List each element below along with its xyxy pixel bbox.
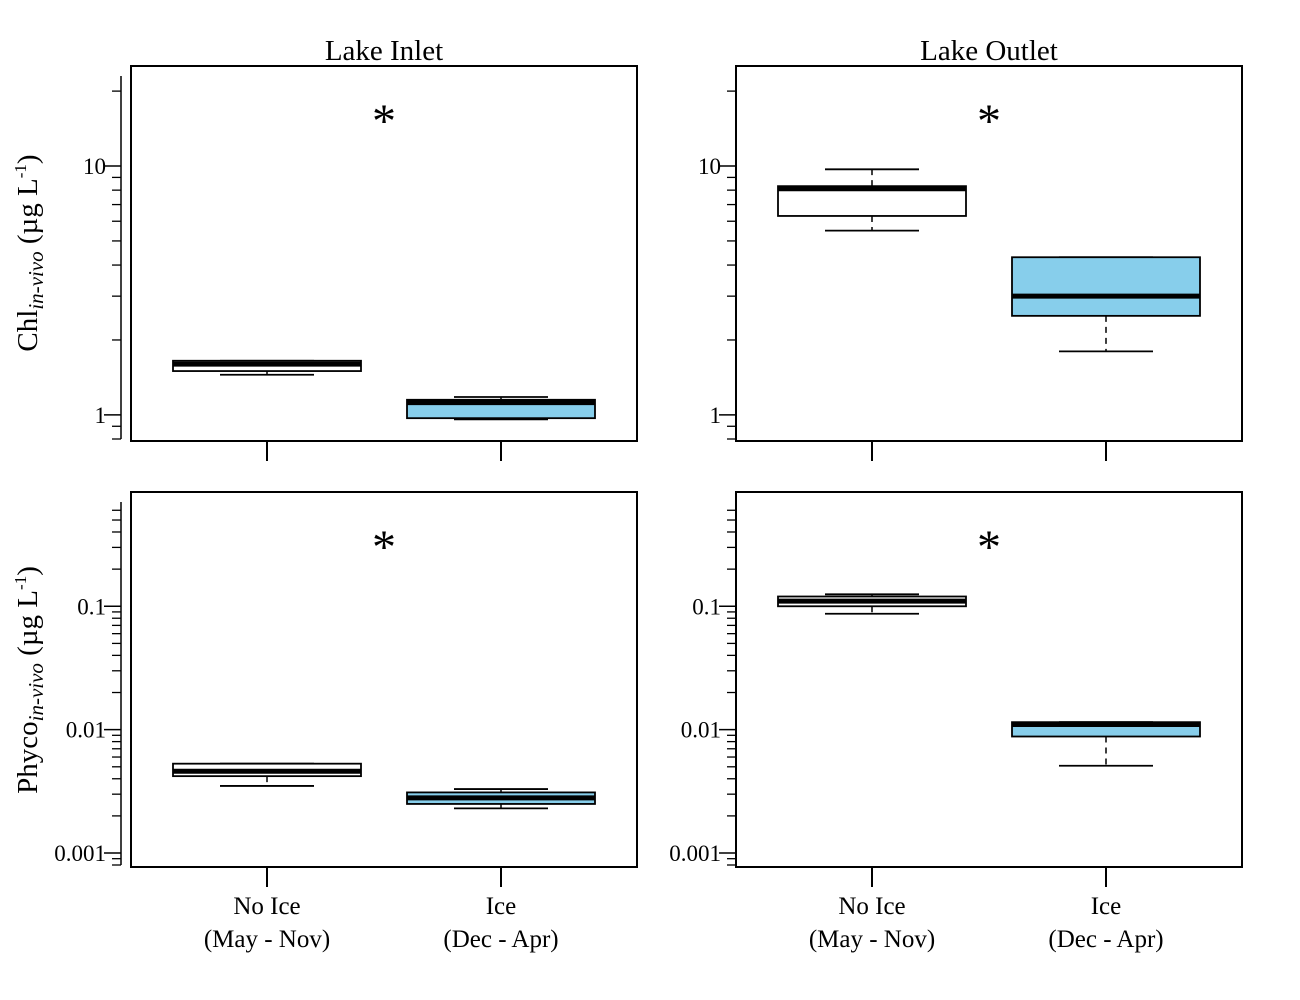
category-label-outlet-ice-line2: (Dec - Apr) bbox=[1048, 926, 1163, 953]
column-title-inlet: Lake Inlet bbox=[325, 35, 443, 67]
y-axis-label-chl-close: ) bbox=[12, 154, 44, 164]
y-tick-label: 10 bbox=[83, 154, 106, 179]
box-ice bbox=[1011, 721, 1201, 767]
category-label-inlet-ice-line1: Ice bbox=[486, 893, 517, 920]
box-no-ice bbox=[172, 359, 362, 376]
y-axis-label-phyco-close: ) bbox=[12, 566, 44, 576]
y-axis-label-chl-subscript: in-vivo bbox=[24, 251, 48, 309]
y-axis-label-chl-unit: (µg L bbox=[12, 178, 44, 251]
box-ice bbox=[1011, 256, 1201, 353]
box-no-ice bbox=[777, 593, 967, 615]
panel-frame bbox=[130, 491, 638, 868]
category-label-inlet-no-ice-line2: (May - Nov) bbox=[204, 926, 330, 953]
panel-lake-outlet-phyco: 0.001 0.01 0.1 * bbox=[669, 491, 1243, 887]
significance-asterisk: * bbox=[977, 521, 1001, 574]
y-axis-label-phyco-unit: (µg L bbox=[12, 590, 44, 663]
panel-lake-outlet-chl: 1 10 * bbox=[698, 65, 1243, 461]
significance-asterisk: * bbox=[372, 95, 396, 148]
panels-group: 1 10 * 1 10 * 0.001 0.01 0.1 * 0.001 0.01 0.1 * bbox=[54, 65, 1243, 887]
panel-lake-inlet-chl: 1 10 * bbox=[83, 65, 638, 461]
category-label-inlet-ice-line2: (Dec - Apr) bbox=[443, 926, 558, 953]
y-tick-label: 0.01 bbox=[681, 718, 721, 743]
box-ice bbox=[406, 396, 596, 421]
interquartile-box bbox=[1011, 256, 1201, 317]
y-axis-label-phyco: Phycoin-vivo (µg L-1) bbox=[11, 566, 48, 794]
y-tick-label: 0.001 bbox=[669, 841, 721, 866]
y-axis-label-phyco-subscript: in-vivo bbox=[24, 663, 48, 721]
column-title-outlet: Lake Outlet bbox=[920, 35, 1058, 67]
y-axis-label-chl-main: Chl bbox=[12, 310, 44, 352]
significance-asterisk: * bbox=[977, 95, 1001, 148]
box-no-ice bbox=[777, 168, 967, 232]
panel-frame bbox=[130, 65, 638, 442]
y-tick-label: 0.01 bbox=[66, 718, 106, 743]
y-axis-label-chl: Chlin-vivo (µg L-1) bbox=[11, 154, 48, 351]
category-label-outlet-no-ice-line1: No Ice bbox=[838, 893, 905, 920]
y-tick-label: 0.1 bbox=[692, 594, 721, 619]
y-axis-label-chl-superscript: -1 bbox=[11, 164, 30, 178]
box-ice bbox=[406, 788, 596, 810]
category-label-inlet-no-ice-line1: No Ice bbox=[233, 893, 300, 920]
y-tick-label: 10 bbox=[698, 154, 721, 179]
significance-asterisk: * bbox=[372, 521, 396, 574]
category-label-outlet-ice-line1: Ice bbox=[1091, 893, 1122, 920]
y-axis-label-phyco-superscript: -1 bbox=[11, 576, 30, 590]
y-tick-label: 0.1 bbox=[77, 594, 106, 619]
y-axis-label-phyco-main: Phyco bbox=[12, 721, 44, 794]
y-tick-label: 0.001 bbox=[54, 841, 106, 866]
category-label-outlet-no-ice-line2: (May - Nov) bbox=[809, 926, 935, 953]
box-no-ice bbox=[172, 762, 362, 787]
panel-lake-inlet-phyco: 0.001 0.01 0.1 * bbox=[54, 491, 638, 887]
y-tick-label: 1 bbox=[95, 403, 107, 428]
y-tick-label: 1 bbox=[710, 403, 722, 428]
